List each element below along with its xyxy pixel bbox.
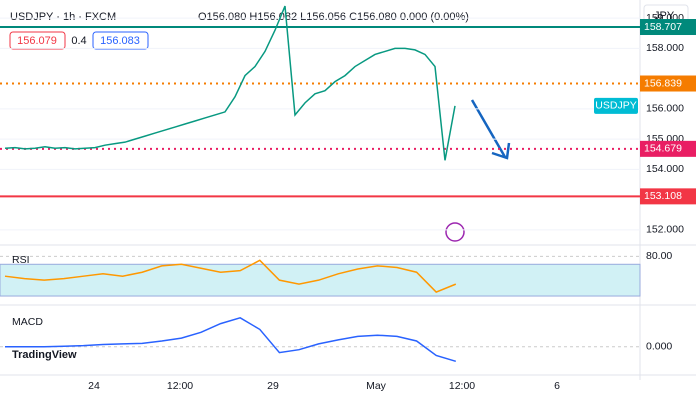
- y-tick-label: 154.000: [646, 163, 684, 175]
- x-tick-label: 12:00: [449, 380, 475, 392]
- y-tick-label: 158.000: [646, 42, 684, 54]
- x-tick-label: 24: [88, 380, 100, 392]
- y-tick-label: 156.000: [646, 103, 684, 115]
- pane-title: MACD: [12, 316, 43, 328]
- level-label: 153.108: [644, 190, 682, 202]
- event-icon[interactable]: [445, 222, 465, 242]
- brand: TradingView: [12, 349, 77, 361]
- rsi-line: [4, 259, 457, 293]
- x-tick-label: May: [366, 380, 387, 392]
- price-line: [4, 5, 456, 161]
- symbol-tag-box: [594, 97, 638, 114]
- y-tick-label: 80.00: [646, 250, 672, 262]
- ask-box[interactable]: [92, 31, 149, 50]
- pane-title: RSI: [12, 254, 30, 266]
- symbol-tag: USDJPY: [595, 100, 636, 112]
- y-tick-label: 152.000: [646, 224, 684, 236]
- arrow: [470, 99, 511, 160]
- x-tick-label: 29: [267, 380, 279, 392]
- level-label: 154.679: [644, 143, 682, 155]
- x-tick-label: 12:00: [167, 380, 193, 392]
- ask[interactable]: 156.083: [100, 35, 140, 47]
- bid-box[interactable]: [9, 31, 66, 50]
- ohlc: O156.080 H156.082 L156.056 C156.080 0.00…: [198, 11, 469, 23]
- spread: 0.4: [71, 35, 86, 47]
- level-label: 156.839: [644, 77, 682, 89]
- macd-line: [5, 316, 457, 363]
- bid[interactable]: 156.079: [17, 35, 57, 47]
- chart: 159.000158.000156.000155.000154.000152.0…: [0, 5, 696, 392]
- y-tick-label: 0.000: [646, 341, 672, 353]
- level-tag: [640, 188, 696, 205]
- x-tick-label: 6: [554, 380, 560, 392]
- level-tag: [640, 140, 696, 157]
- symbol: USDJPY · 1h · FXCM: [10, 11, 116, 23]
- level-tag: [640, 19, 696, 36]
- level-tag: [640, 75, 696, 92]
- level-label: 158.707: [644, 21, 682, 33]
- currency[interactable]: JPY: [654, 10, 675, 22]
